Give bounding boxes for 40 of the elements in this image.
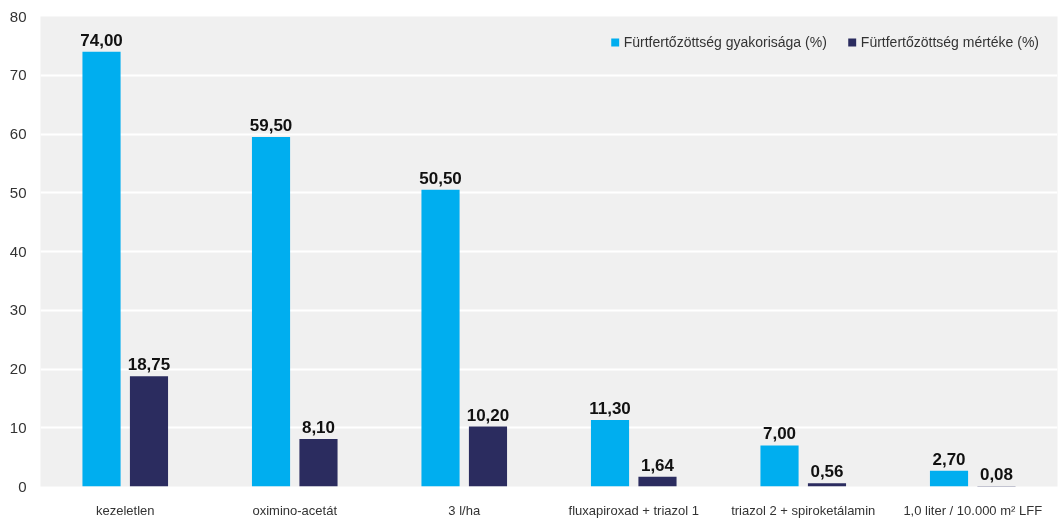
legend-label: Fürtfertőzöttség gyakorisága (%) <box>623 34 827 50</box>
bar <box>929 470 969 487</box>
bar <box>251 136 291 487</box>
bar <box>638 476 677 487</box>
x-tick-label: 1,0 liter / 10.000 m² LFF <box>903 502 1043 518</box>
data-label: 0,56 <box>810 462 844 482</box>
y-tick-label: 70 <box>9 66 27 84</box>
x-tick-label: triazol 2 + spiroketálamin <box>731 502 876 518</box>
bar <box>807 483 847 487</box>
y-tick-label: 30 <box>9 301 27 319</box>
legend-label: Fürtfertőzöttség mértéke (%) <box>860 34 1039 50</box>
x-tick-label: kezeletlen <box>95 502 155 518</box>
data-label: 7,00 <box>762 424 797 444</box>
y-tick-label: 80 <box>9 7 27 25</box>
x-tick-label: 3 l/ha <box>448 502 481 518</box>
y-tick-label: 20 <box>9 360 27 377</box>
data-label: 18,75 <box>127 355 171 375</box>
data-label: 2,70 <box>932 449 966 469</box>
bar <box>760 445 799 487</box>
bar <box>129 376 169 487</box>
data-label: 8,10 <box>301 417 336 437</box>
data-label: 11,30 <box>589 399 631 419</box>
y-tick-label: 40 <box>9 242 27 260</box>
bar <box>82 51 121 487</box>
y-tick-label: 50 <box>9 183 27 201</box>
y-tick-label: 10 <box>9 418 27 436</box>
x-tick-label: fluxapiroxad + triazol 1 <box>568 502 699 518</box>
data-label: 74,00 <box>80 30 123 50</box>
bar <box>590 420 630 487</box>
data-label: 10,20 <box>466 405 510 425</box>
x-tick-label: oximino-acetát <box>252 502 338 518</box>
data-label: 50,50 <box>419 168 462 188</box>
bar <box>299 438 338 487</box>
y-tick-label: 60 <box>9 125 27 142</box>
data-label: 0,08 <box>979 465 1014 485</box>
bar <box>468 426 508 487</box>
y-tick-label: 0 <box>18 477 27 495</box>
data-label: 1,64 <box>640 455 675 475</box>
bar <box>421 189 460 487</box>
data-label: 59,50 <box>249 115 293 135</box>
